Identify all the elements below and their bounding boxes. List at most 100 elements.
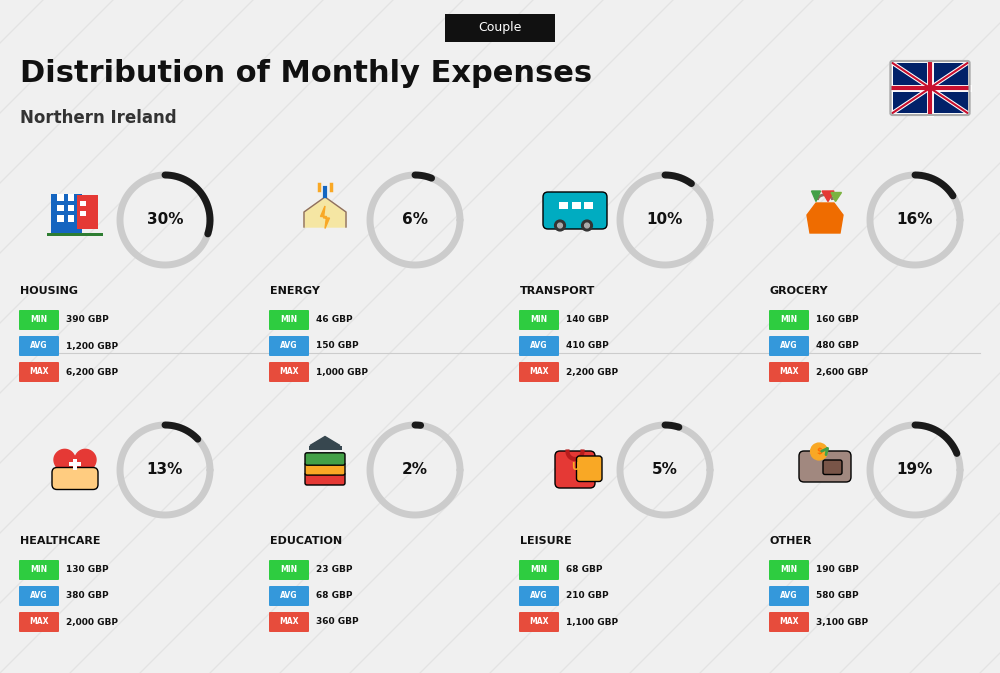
Text: 2%: 2%	[402, 462, 428, 478]
Text: 580 GBP: 580 GBP	[816, 592, 859, 600]
Text: MAX: MAX	[279, 618, 299, 627]
Text: HEALTHCARE: HEALTHCARE	[20, 536, 100, 546]
Text: 1,200 GBP: 1,200 GBP	[66, 341, 118, 351]
Polygon shape	[320, 206, 330, 229]
FancyBboxPatch shape	[19, 336, 59, 356]
Text: MAX: MAX	[529, 618, 549, 627]
Text: AVG: AVG	[780, 592, 798, 600]
Bar	[57, 205, 64, 211]
Text: 2,000 GBP: 2,000 GBP	[66, 618, 118, 627]
Bar	[893, 63, 968, 113]
Text: U: U	[571, 462, 579, 472]
Text: 30%: 30%	[147, 213, 183, 227]
Text: 19%: 19%	[897, 462, 933, 478]
Polygon shape	[831, 192, 841, 201]
Text: HOUSING: HOUSING	[20, 286, 78, 296]
Text: MIN: MIN	[280, 316, 298, 324]
FancyBboxPatch shape	[269, 560, 309, 580]
Text: 13%: 13%	[147, 462, 183, 478]
Text: 46 GBP: 46 GBP	[316, 316, 353, 324]
Circle shape	[555, 220, 565, 231]
Circle shape	[558, 223, 562, 228]
FancyBboxPatch shape	[799, 451, 851, 482]
Bar	[57, 194, 64, 201]
Polygon shape	[310, 437, 340, 446]
Text: 10%: 10%	[647, 213, 683, 227]
FancyBboxPatch shape	[19, 612, 59, 632]
Text: 150 GBP: 150 GBP	[316, 341, 359, 351]
FancyBboxPatch shape	[269, 612, 309, 632]
Bar	[68, 205, 74, 211]
Text: Couple: Couple	[478, 22, 522, 34]
FancyBboxPatch shape	[769, 586, 809, 606]
Text: 190 GBP: 190 GBP	[816, 565, 859, 575]
FancyBboxPatch shape	[555, 451, 595, 488]
Text: $: $	[816, 447, 822, 456]
Text: MAX: MAX	[779, 618, 799, 627]
FancyBboxPatch shape	[269, 362, 309, 382]
Text: AVG: AVG	[530, 341, 548, 351]
FancyBboxPatch shape	[519, 336, 559, 356]
Text: 210 GBP: 210 GBP	[566, 592, 609, 600]
FancyBboxPatch shape	[576, 456, 602, 481]
Text: AVG: AVG	[30, 592, 48, 600]
Text: MIN: MIN	[780, 565, 798, 575]
Text: 6,200 GBP: 6,200 GBP	[66, 367, 118, 376]
FancyBboxPatch shape	[769, 560, 809, 580]
Text: MIN: MIN	[530, 316, 548, 324]
Text: OTHER: OTHER	[770, 536, 812, 546]
Text: 360 GBP: 360 GBP	[316, 618, 359, 627]
Bar	[50, 194, 82, 236]
FancyBboxPatch shape	[19, 560, 59, 580]
FancyBboxPatch shape	[19, 310, 59, 330]
Text: MIN: MIN	[30, 565, 48, 575]
Text: TRANSPORT: TRANSPORT	[520, 286, 595, 296]
Text: 140 GBP: 140 GBP	[566, 316, 609, 324]
Text: ENERGY: ENERGY	[270, 286, 320, 296]
FancyBboxPatch shape	[769, 362, 809, 382]
FancyBboxPatch shape	[269, 336, 309, 356]
Text: 16%: 16%	[897, 213, 933, 227]
Circle shape	[585, 223, 589, 228]
Text: MIN: MIN	[280, 565, 298, 575]
Text: AVG: AVG	[280, 341, 298, 351]
FancyBboxPatch shape	[823, 460, 842, 474]
FancyBboxPatch shape	[519, 586, 559, 606]
Bar	[308, 446, 342, 450]
Text: Distribution of Monthly Expenses: Distribution of Monthly Expenses	[20, 59, 592, 87]
FancyBboxPatch shape	[269, 586, 309, 606]
Text: 410 GBP: 410 GBP	[566, 341, 609, 351]
Text: 1,100 GBP: 1,100 GBP	[566, 618, 618, 627]
Text: 380 GBP: 380 GBP	[66, 592, 109, 600]
FancyBboxPatch shape	[769, 612, 809, 632]
Polygon shape	[807, 203, 843, 233]
FancyBboxPatch shape	[519, 362, 559, 382]
FancyBboxPatch shape	[769, 336, 809, 356]
Bar	[572, 201, 581, 209]
FancyBboxPatch shape	[19, 362, 59, 382]
Text: 68 GBP: 68 GBP	[566, 565, 602, 575]
Text: LEISURE: LEISURE	[520, 536, 572, 546]
Text: Northern Ireland: Northern Ireland	[20, 109, 177, 127]
Text: MIN: MIN	[530, 565, 548, 575]
Bar	[68, 194, 74, 201]
FancyBboxPatch shape	[891, 61, 970, 115]
Text: AVG: AVG	[280, 592, 298, 600]
Text: 3,100 GBP: 3,100 GBP	[816, 618, 868, 627]
FancyBboxPatch shape	[269, 310, 309, 330]
Text: GROCERY: GROCERY	[770, 286, 829, 296]
Text: 2,200 GBP: 2,200 GBP	[566, 367, 618, 376]
Text: 2,600 GBP: 2,600 GBP	[816, 367, 868, 376]
Polygon shape	[812, 191, 820, 201]
FancyBboxPatch shape	[52, 468, 98, 489]
Text: MAX: MAX	[29, 618, 49, 627]
FancyBboxPatch shape	[519, 310, 559, 330]
Circle shape	[811, 443, 827, 460]
FancyBboxPatch shape	[543, 192, 607, 229]
Bar	[69, 462, 81, 466]
Text: 68 GBP: 68 GBP	[316, 592, 352, 600]
FancyBboxPatch shape	[305, 472, 345, 485]
Circle shape	[582, 220, 592, 231]
Text: AVG: AVG	[530, 592, 548, 600]
Text: MIN: MIN	[780, 316, 798, 324]
